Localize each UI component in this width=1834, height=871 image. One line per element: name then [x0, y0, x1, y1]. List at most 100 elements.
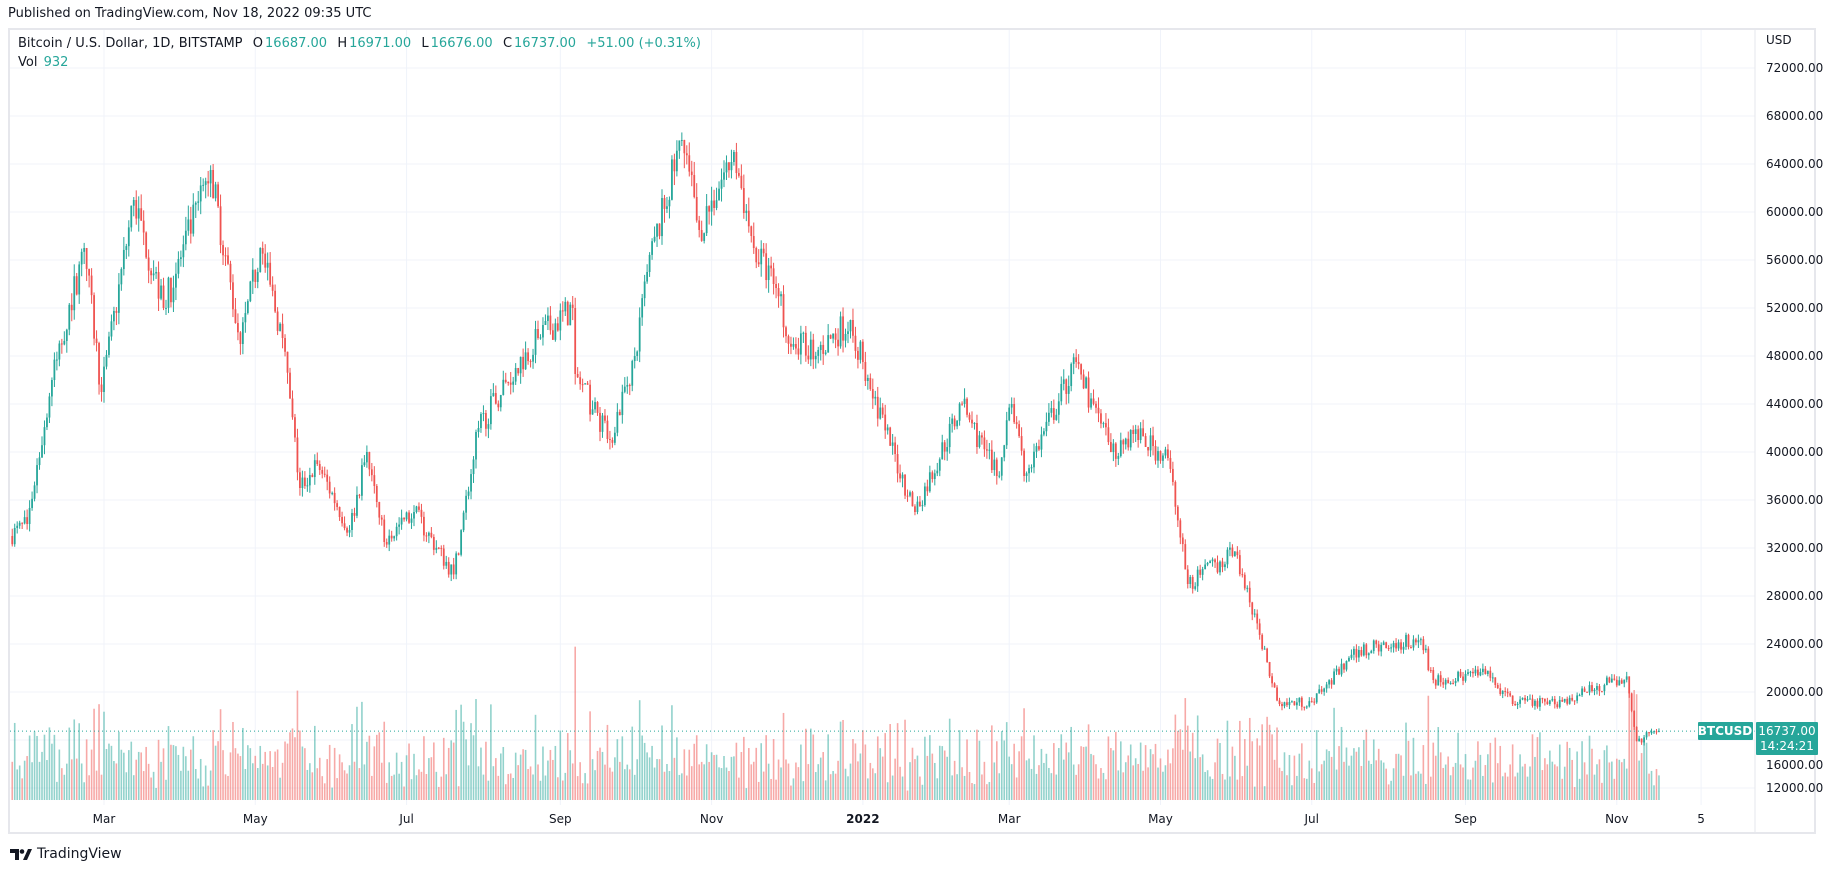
- volume-bar: [1169, 763, 1172, 800]
- candle-body: [1610, 678, 1613, 683]
- candle-body: [222, 245, 224, 256]
- volume-bar: [1214, 762, 1216, 800]
- volume-bar: [1246, 765, 1249, 800]
- candle-body: [294, 417, 296, 438]
- volume-bar: [1601, 782, 1603, 800]
- price-tick-label: 64000.00: [1766, 157, 1823, 171]
- time-tick-label: Mar: [998, 812, 1021, 826]
- volume-bar: [614, 757, 616, 800]
- volume-bar: [190, 749, 192, 800]
- candle-body: [879, 407, 882, 419]
- volume-bar: [115, 763, 118, 800]
- symbol-title[interactable]: Bitcoin / U.S. Dollar, 1D, BITSTAMP: [18, 36, 243, 51]
- volume-bar: [1420, 773, 1422, 800]
- candle-body: [661, 198, 663, 237]
- volume-bar: [460, 704, 462, 800]
- volume-bar: [1206, 770, 1209, 800]
- volume-bar: [110, 745, 113, 800]
- bar-countdown: 14:24:21: [1760, 739, 1814, 753]
- volume-bar: [1541, 770, 1544, 800]
- candle-body: [772, 268, 775, 284]
- volume-bar: [1521, 766, 1524, 800]
- volume-bar: [1154, 743, 1157, 800]
- volume-bar: [1281, 771, 1283, 800]
- volume-bar: [495, 758, 497, 800]
- candle-body: [1149, 435, 1152, 451]
- candle-body: [152, 273, 155, 276]
- volume-bar: [512, 777, 514, 800]
- candle-body: [1561, 699, 1564, 702]
- volume-bar: [752, 761, 755, 800]
- candle-body: [1387, 647, 1390, 649]
- volume-bar: [1167, 749, 1169, 800]
- volume-bar: [1013, 743, 1015, 800]
- candle-body: [1536, 700, 1539, 707]
- price-tag-value: 16737.00: [1758, 724, 1815, 738]
- time-tick-label: 5: [1697, 812, 1705, 826]
- candle-body: [375, 486, 378, 502]
- candle-body: [1095, 403, 1097, 408]
- candle-body: [589, 384, 591, 415]
- volume-bar: [1209, 776, 1211, 800]
- candle-body: [21, 522, 24, 524]
- volume-bar: [1177, 730, 1179, 800]
- chart-frame[interactable]: [8, 28, 1816, 834]
- candle-body: [55, 359, 58, 361]
- candle-body: [499, 394, 502, 408]
- volume-bar: [63, 774, 66, 800]
- candle-body: [604, 415, 606, 421]
- volume-bar: [1434, 755, 1437, 800]
- volume-bar: [428, 758, 430, 800]
- candle-body: [1090, 398, 1092, 408]
- volume-bar: [1030, 768, 1033, 800]
- grid: [10, 30, 1755, 805]
- candle-body: [1367, 653, 1370, 656]
- candle-body: [1333, 671, 1335, 685]
- candle-body: [609, 439, 611, 441]
- candle-body: [130, 205, 133, 228]
- candle-body: [1353, 648, 1355, 655]
- volume-bar: [1102, 772, 1105, 800]
- candle-body: [1070, 363, 1073, 387]
- candle-body: [1179, 520, 1182, 538]
- candle-body: [512, 381, 515, 385]
- candle-body: [961, 403, 963, 405]
- candle-body: [1062, 379, 1065, 384]
- volume-bar: [725, 767, 728, 800]
- candle-body: [177, 259, 180, 274]
- volume-bar: [641, 735, 643, 800]
- candle-body: [1082, 374, 1085, 389]
- candle-body: [943, 442, 946, 452]
- volume-bar: [832, 771, 834, 800]
- volume-bar: [819, 757, 822, 800]
- candle-body: [827, 335, 830, 353]
- time-axis: Mar May Jul Sep Nov 2022 Mar May Jul Sep Nov 5: [93, 812, 1705, 826]
- volume-bar: [934, 762, 936, 800]
- candle-body: [80, 251, 83, 265]
- candle-body: [1209, 561, 1211, 564]
- candle-body: [626, 384, 629, 387]
- volume-bar: [1296, 775, 1298, 800]
- candle-body: [1655, 731, 1658, 733]
- candle-body: [1608, 677, 1611, 683]
- candle-body: [1020, 436, 1023, 451]
- candle-body: [1603, 685, 1606, 692]
- volume-bar: [633, 774, 636, 800]
- volume-bar: [951, 775, 953, 800]
- volume-label[interactable]: Vol: [18, 55, 38, 70]
- volume-bar: [239, 756, 242, 800]
- volume-bar: [1353, 748, 1355, 800]
- volume-bar: [599, 747, 601, 800]
- tradingview-logo[interactable]: TradingView: [10, 846, 122, 862]
- volume-bar: [824, 780, 827, 800]
- volume-bar: [304, 748, 306, 800]
- volume-bar: [284, 741, 286, 800]
- volume-bar: [1494, 737, 1497, 800]
- volume-bar: [509, 773, 512, 800]
- volume-bar: [1375, 760, 1378, 800]
- volume-bar: [986, 784, 988, 800]
- volume-bar: [522, 749, 524, 800]
- candle-body: [1477, 669, 1479, 676]
- candle-body: [896, 454, 899, 474]
